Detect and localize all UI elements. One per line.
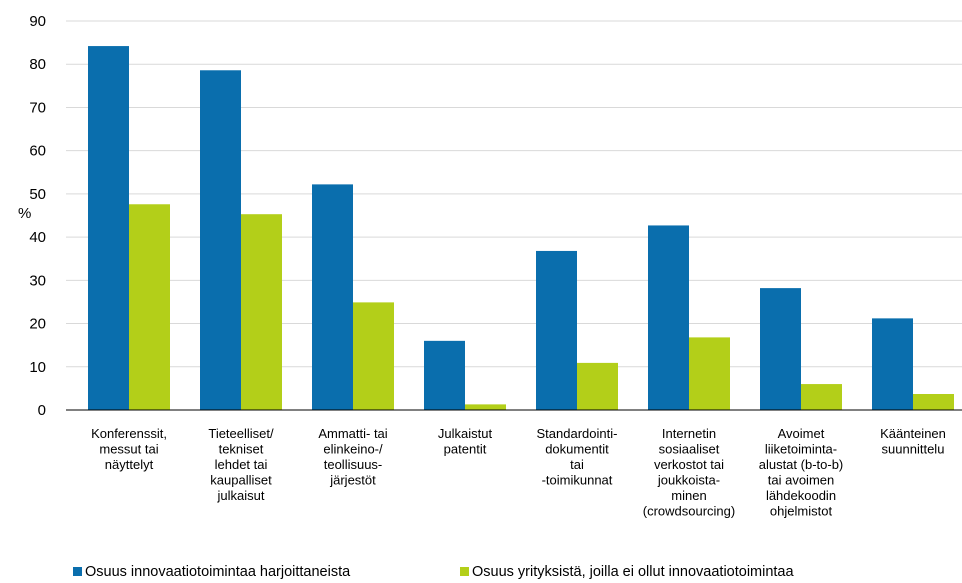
legend-label-series-2: Osuus yrityksistä, joilla ei ollut innov… <box>472 564 794 580</box>
x-axis-category-labels: Konferenssit, messut tai näyttelyt Tieteell… <box>91 426 946 519</box>
x-category-label: Avoimet liiketoiminta-alustat (b-to-b) tai… <box>759 426 844 519</box>
bar-series-2-cat-3 <box>353 302 394 410</box>
y-tick-label: 90 <box>29 13 46 30</box>
bar-series-1-cat-6 <box>648 225 689 410</box>
x-category-label: Tieteelliset/tekniset lehdet tai kaupallis… <box>208 426 274 503</box>
y-tick-label: 70 <box>29 99 46 116</box>
y-tick-label: 30 <box>29 272 46 289</box>
bar-series-2-cat-7 <box>801 384 842 410</box>
bar-series-1-cat-5 <box>536 250 577 410</box>
bar-series-1-cat-8 <box>872 318 913 410</box>
bars <box>88 46 954 411</box>
bar-series-2-cat-2 <box>241 214 282 410</box>
bar-series-2-cat-4 <box>465 404 506 410</box>
x-category-label: Julkaistut patentit <box>438 426 493 457</box>
x-category-label: Standardointi-dokumentit tai -toimikunnat <box>537 426 618 488</box>
y-tick-label: 50 <box>29 186 46 203</box>
bar-series-2-cat-5 <box>577 362 618 410</box>
bar-series-1-cat-3 <box>312 184 353 410</box>
legend-swatch-series-1 <box>73 567 82 576</box>
legend: Osuus innovaatiotoimintaa harjoittaneist… <box>73 564 794 580</box>
x-category-label: Ammatti- tai elinkeino-/teollisuus-järjes… <box>318 426 387 488</box>
y-tick-label: 0 <box>38 402 46 419</box>
legend-swatch-series-2 <box>460 567 469 576</box>
x-category-label: Internetin sosiaaliset verkostot tai joukko… <box>643 426 735 519</box>
bar-series-1-cat-4 <box>424 340 465 410</box>
bar-series-2-cat-1 <box>129 204 170 410</box>
y-axis-ticks: 0 10 20 30 40 50 60 70 80 90 <box>29 13 46 419</box>
y-axis-label: % <box>18 205 31 222</box>
bar-series-1-cat-2 <box>200 70 241 411</box>
bar-series-1-cat-1 <box>88 46 129 411</box>
y-tick-label: 80 <box>29 56 46 73</box>
bar-series-2-cat-8 <box>913 394 954 410</box>
y-tick-label: 40 <box>29 229 46 246</box>
y-tick-label: 10 <box>29 359 46 376</box>
bar-series-1-cat-7 <box>760 288 801 410</box>
y-tick-label: 60 <box>29 143 46 160</box>
x-category-label: Käänteinen suunnittelu <box>880 426 946 457</box>
legend-label-series-1: Osuus innovaatiotoimintaa harjoittaneist… <box>85 564 351 580</box>
bar-series-2-cat-6 <box>689 337 730 410</box>
x-category-label: Konferenssit, messut tai näyttelyt <box>91 426 167 472</box>
y-tick-label: 20 <box>29 316 46 333</box>
